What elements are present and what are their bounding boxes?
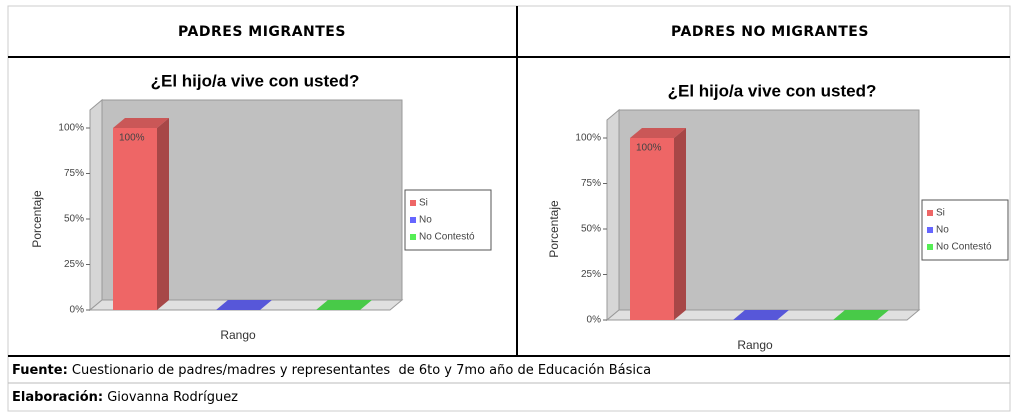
- bar: [113, 128, 157, 310]
- author: Elaboración: Giovanna Rodríguez: [12, 390, 238, 405]
- legend-label: Si: [419, 198, 428, 209]
- data-label: 100%: [636, 143, 662, 154]
- legend-label: No: [419, 215, 432, 226]
- bar-top: [216, 300, 272, 310]
- bar-top: [733, 310, 789, 320]
- legend-label: No Contestó: [936, 242, 992, 253]
- author-text: Giovanna Rodríguez: [103, 390, 238, 405]
- legend-box: [404, 189, 492, 251]
- source-text: Cuestionario de padres/madres y represen…: [68, 363, 651, 378]
- bar-top: [113, 118, 169, 128]
- column-header: PADRES NO MIGRANTES: [671, 24, 869, 40]
- legend-swatch: [927, 244, 933, 250]
- bar-top: [630, 128, 686, 138]
- side-wall: [606, 108, 620, 322]
- chart: ¿El hijo/a vive con usted? 0% 25% 50% 75% 100…: [30, 71, 492, 342]
- author-label: Elaboración:: [12, 390, 103, 405]
- y-tick-label: 0%: [587, 315, 602, 326]
- y-tick-label: 75%: [581, 178, 601, 189]
- y-tick-label: 100%: [58, 123, 84, 134]
- y-tick-label: 25%: [581, 269, 601, 280]
- y-tick-label: 0%: [70, 305, 85, 316]
- y-tick-label: 75%: [64, 168, 84, 179]
- bar: [630, 138, 674, 320]
- legend-swatch: [927, 210, 933, 216]
- y-tick-label: 100%: [575, 133, 601, 144]
- y-axis-label: Porcentaje: [30, 190, 44, 248]
- bar-side: [157, 118, 169, 310]
- chart-title: ¿El hijo/a vive con usted?: [668, 81, 877, 100]
- side-wall: [89, 98, 103, 312]
- chart-title: ¿El hijo/a vive con usted?: [151, 71, 360, 90]
- x-axis-label: Rango: [220, 328, 256, 342]
- source: Fuente: Cuestionario de padres/madres y …: [12, 363, 651, 378]
- y-tick-label: 25%: [64, 259, 84, 270]
- legend-label: Si: [936, 208, 945, 219]
- bar-side: [674, 128, 686, 320]
- y-tick-label: 50%: [64, 214, 84, 225]
- chart: ¿El hijo/a vive con usted? 0% 25% 50% 75% 100…: [547, 81, 1009, 352]
- legend-label: No: [936, 225, 949, 236]
- x-axis-label: Rango: [737, 338, 773, 352]
- y-tick-label: 50%: [581, 224, 601, 235]
- legend-label: No Contestó: [419, 232, 475, 243]
- legend-swatch: [410, 234, 416, 240]
- legend-swatch: [927, 227, 933, 233]
- bar-top: [833, 310, 889, 320]
- legend-swatch: [410, 217, 416, 223]
- table-border: [7, 5, 1011, 412]
- bar-top: [316, 300, 372, 310]
- column-header: PADRES MIGRANTES: [178, 24, 346, 40]
- source-label: Fuente:: [12, 363, 68, 378]
- legend-swatch: [410, 200, 416, 206]
- y-axis-label: Porcentaje: [547, 200, 561, 258]
- data-label: 100%: [119, 133, 145, 144]
- legend-box: [921, 199, 1009, 261]
